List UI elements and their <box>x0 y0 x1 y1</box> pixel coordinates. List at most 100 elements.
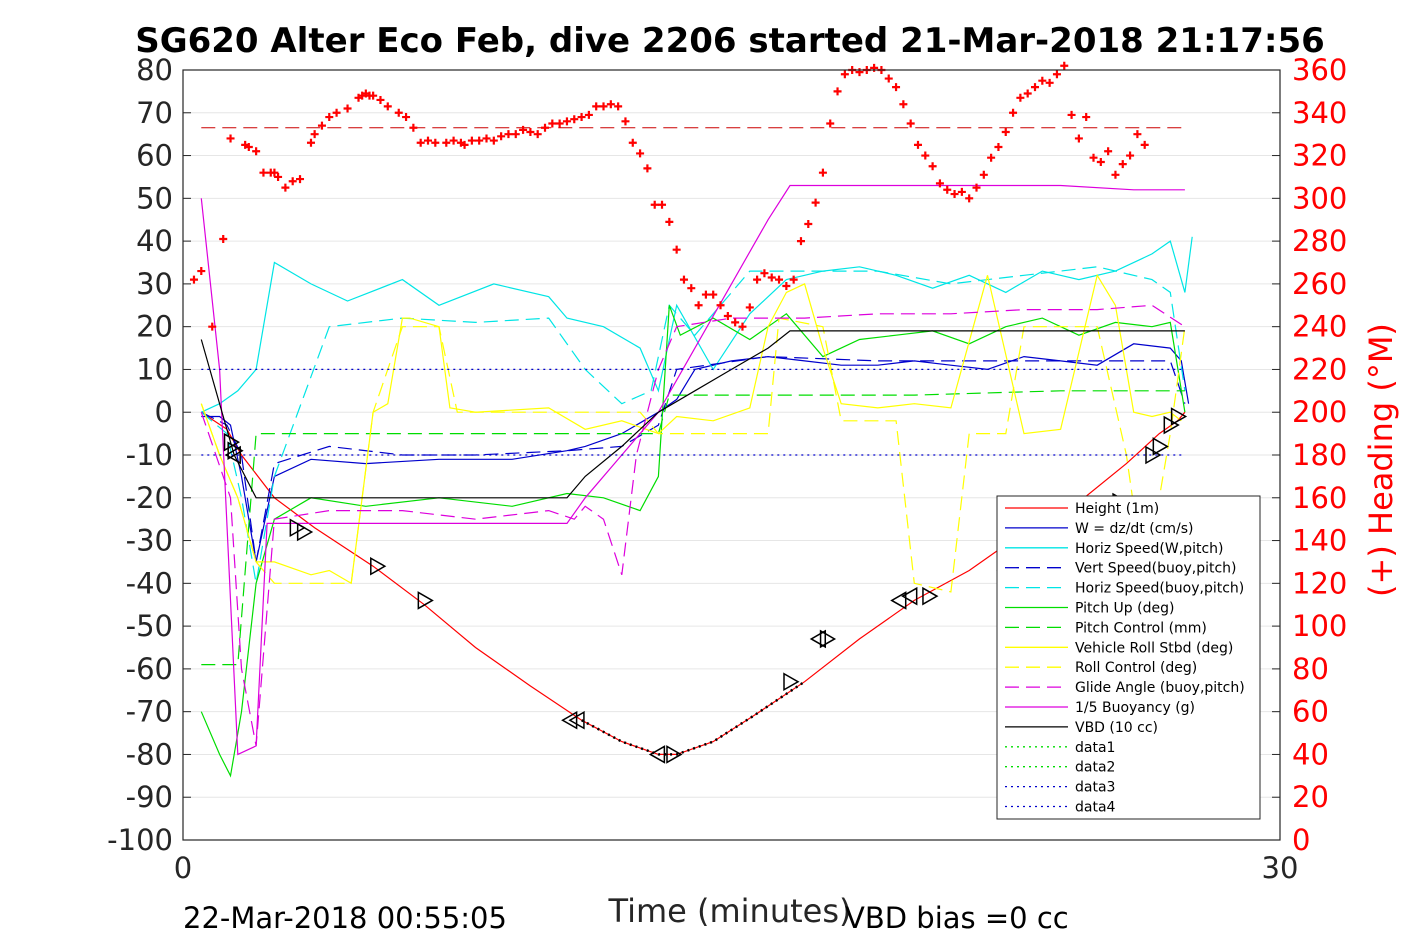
triangle-marker <box>666 745 683 764</box>
y2-tick-label: 100 <box>1292 609 1347 643</box>
y-tick-label: -60 <box>126 652 173 686</box>
y2-tick-label: 360 <box>1292 53 1347 87</box>
y2-tick-label: 280 <box>1292 224 1347 258</box>
heading-point <box>460 140 469 149</box>
heading-point <box>899 100 908 109</box>
heading-point <box>1045 78 1054 87</box>
heading-point <box>738 322 747 331</box>
footer-timestamp: 22-Mar-2018 00:55:05 <box>183 901 507 935</box>
heading-point <box>1074 134 1083 143</box>
triangle-marker <box>224 445 241 465</box>
legend-label: Glide Angle (buoy,pitch) <box>1075 680 1245 696</box>
triangle-marker <box>901 586 918 606</box>
legend-label: 1/5 Buoyancy (g) <box>1075 700 1195 716</box>
marker-layer <box>190 62 1188 764</box>
heading-point <box>606 100 615 109</box>
heading-point <box>965 194 974 203</box>
y2-tick-label: 300 <box>1292 181 1347 215</box>
heading-point <box>475 136 484 145</box>
heading-point <box>1082 113 1091 122</box>
legend-box <box>996 495 1261 820</box>
y-tick-label: -70 <box>126 695 173 729</box>
heading-point <box>562 117 571 126</box>
heading-point <box>913 140 922 149</box>
heading-point <box>1140 140 1149 149</box>
heading-point <box>577 113 586 122</box>
chart-title: SG620 Alter Eco Feb, dive 2206 started 2… <box>135 21 1325 61</box>
series-line <box>200 266 1186 584</box>
heading-point <box>840 70 849 79</box>
heading-point <box>979 170 988 179</box>
heading-point <box>270 168 279 177</box>
heading-point <box>306 138 315 147</box>
heading-point <box>1001 128 1010 137</box>
legend-label: data2 <box>1075 760 1115 776</box>
y-tick-label: -90 <box>126 780 173 814</box>
heading-point <box>775 275 784 284</box>
heading-point <box>731 318 740 327</box>
heading-point <box>1052 70 1061 79</box>
heading-point <box>409 123 418 132</box>
heading-point <box>226 134 235 143</box>
ticks: 80706050403020100-10-20-30-40-50-60-70-8… <box>107 53 1347 885</box>
heading-point <box>987 153 996 162</box>
y-tick-label: -10 <box>126 438 173 472</box>
legend-label: Roll Control (deg) <box>1075 660 1197 676</box>
heading-point <box>259 168 268 177</box>
heading-point <box>943 185 952 194</box>
y-tick-label: 60 <box>136 139 173 173</box>
heading-point <box>555 119 564 128</box>
legend-label: Vehicle Roll Stbd (deg) <box>1075 640 1233 656</box>
heading-point <box>658 200 667 209</box>
triangle-marker <box>370 556 387 576</box>
heading-point <box>892 83 901 92</box>
heading-point <box>723 311 732 320</box>
triangle-marker <box>296 522 314 542</box>
heading-point <box>694 301 703 310</box>
heading-point <box>906 119 915 128</box>
heading-point <box>701 290 710 299</box>
y2-tick-label: 20 <box>1292 780 1329 814</box>
heading-point <box>782 282 791 291</box>
y2-tick-label: 320 <box>1292 139 1347 173</box>
legend-label: Pitch Up (deg) <box>1075 601 1174 617</box>
heading-point <box>1023 89 1032 98</box>
legend-label: VBD (10 cc) <box>1075 720 1158 736</box>
footer-vbd-bias: VBD bias =0 cc <box>845 901 1069 935</box>
y2-tick-label: 120 <box>1292 566 1347 600</box>
y2-tick-label: 220 <box>1292 352 1347 386</box>
legend-label: data3 <box>1075 780 1115 796</box>
y-tick-label: -40 <box>126 566 173 600</box>
heading-point <box>310 130 319 139</box>
y-tick-label: 0 <box>155 395 173 429</box>
heading-point <box>376 95 385 104</box>
triangle-marker <box>561 710 578 730</box>
series-line <box>200 304 1186 747</box>
heading-point <box>402 113 411 122</box>
heading-point <box>296 175 305 184</box>
heading-point <box>796 237 805 246</box>
heading-point <box>957 187 966 196</box>
y-tick-label: 80 <box>136 53 173 87</box>
heading-point <box>369 91 378 100</box>
heading-point <box>288 177 297 186</box>
y2-tick-label: 200 <box>1292 395 1347 429</box>
heading-point <box>833 87 842 96</box>
heading-point <box>1104 147 1113 156</box>
triangle-marker <box>783 672 800 692</box>
heading-point <box>1067 110 1076 119</box>
heading-point <box>716 301 725 310</box>
triangle-marker <box>819 629 837 649</box>
heading-point <box>449 136 458 145</box>
heading-point <box>541 123 550 132</box>
series-line <box>200 273 1182 585</box>
y-tick-label: 10 <box>136 352 173 386</box>
heading-point <box>442 138 451 147</box>
heading-point <box>621 117 630 126</box>
heading-point <box>383 102 392 111</box>
heading-point <box>208 322 217 331</box>
heading-point <box>1118 160 1127 169</box>
heading-point <box>423 136 432 145</box>
triangle-marker <box>648 745 666 764</box>
